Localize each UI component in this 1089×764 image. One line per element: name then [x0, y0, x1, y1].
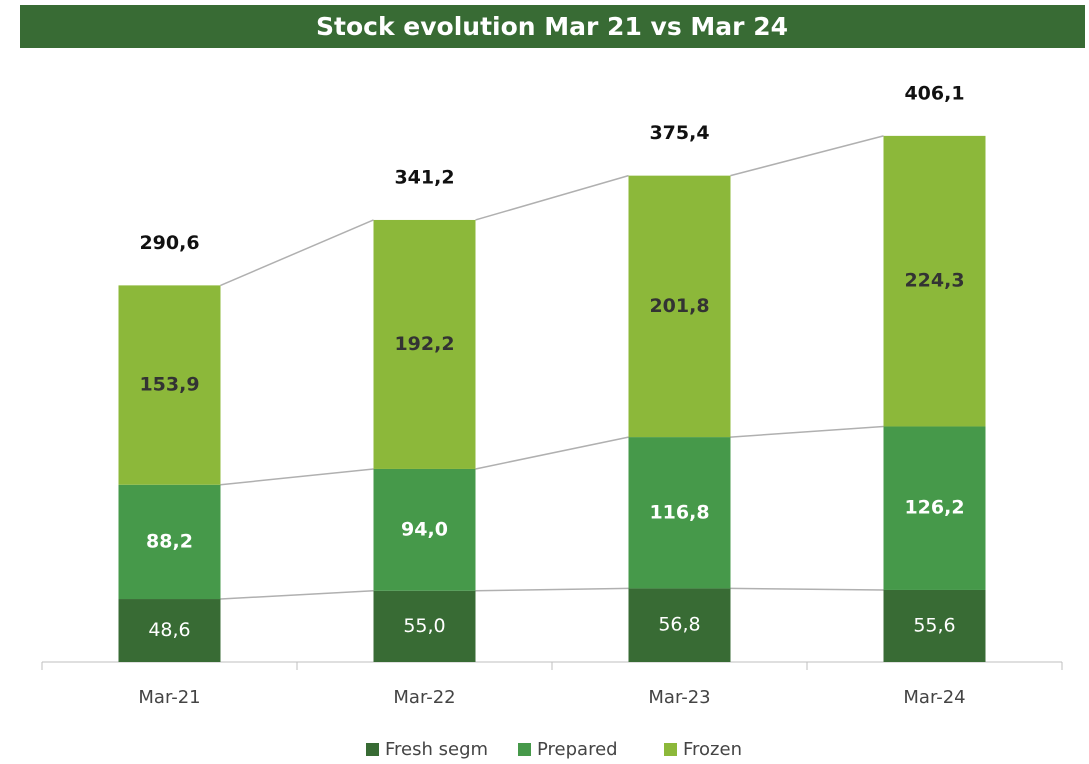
legend-swatch — [366, 743, 379, 756]
bar-segment — [373, 590, 476, 662]
bar-segment — [628, 437, 731, 589]
bar-segment — [118, 285, 221, 485]
legend-label: Prepared — [537, 739, 618, 760]
x-tick-label: Mar-24 — [903, 687, 965, 708]
value-label: 126,2 — [904, 497, 964, 519]
value-label: 88,2 — [146, 530, 193, 552]
bar-segment — [628, 175, 731, 438]
connector-line — [475, 587, 629, 592]
bar-segment — [373, 468, 476, 591]
connector-line — [730, 425, 884, 438]
bar-segment — [883, 589, 986, 662]
bar-segment — [118, 484, 221, 600]
value-label: 55,6 — [913, 614, 955, 636]
chart-title: Stock evolution Mar 21 vs Mar 24 — [316, 12, 788, 41]
value-label: 48,6 — [148, 619, 190, 641]
value-label: 192,2 — [394, 333, 454, 355]
connector-line — [475, 174, 629, 221]
bar-segment — [628, 588, 731, 662]
legend-swatch — [518, 743, 531, 756]
connector-line — [730, 135, 884, 177]
value-label: 201,8 — [649, 295, 709, 317]
legend-swatch — [664, 743, 677, 756]
connector-line — [730, 587, 884, 591]
x-tick-label: Mar-22 — [393, 687, 455, 708]
total-label: 341,2 — [394, 166, 454, 188]
x-tick-label: Mar-23 — [648, 687, 710, 708]
value-label: 224,3 — [904, 270, 964, 292]
x-tick-label: Mar-21 — [138, 687, 200, 708]
value-label: 116,8 — [649, 501, 709, 523]
total-label: 406,1 — [904, 82, 964, 104]
connector-line — [220, 589, 374, 600]
title-bar — [20, 5, 1085, 48]
connector-line — [220, 468, 374, 486]
bar-segment — [883, 426, 986, 590]
value-label: 56,8 — [658, 614, 700, 636]
bar-segment — [883, 135, 986, 427]
value-label: 94,0 — [401, 518, 448, 540]
value-label: 55,0 — [403, 615, 445, 637]
total-label: 290,6 — [139, 232, 199, 254]
bar-segment — [373, 219, 476, 469]
legend-label: Frozen — [683, 739, 742, 760]
bar-segment — [118, 599, 221, 662]
legend-label: Fresh segm — [385, 739, 488, 760]
value-label: 153,9 — [139, 374, 199, 396]
total-label: 375,4 — [649, 122, 709, 144]
connector-line — [220, 219, 374, 287]
connector-line — [475, 436, 629, 470]
